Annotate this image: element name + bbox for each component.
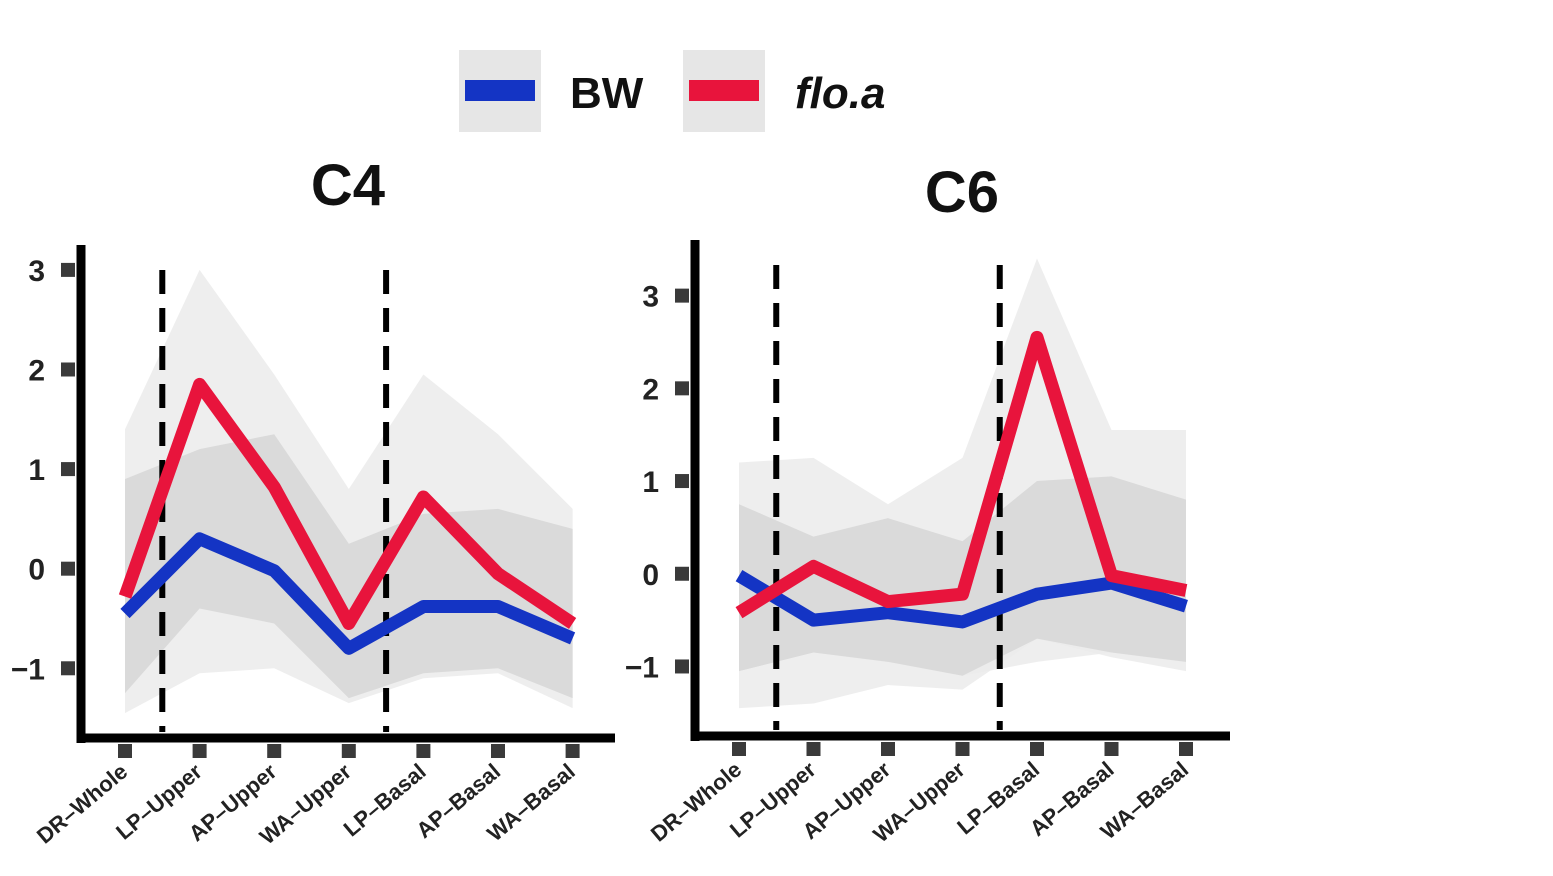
series-line-bw — [735, 570, 1188, 629]
data-point-bw-ap-basal — [497, 606, 499, 608]
series-line-flo-a — [118, 377, 577, 630]
y-tick-label: 0 — [28, 554, 45, 587]
legend-label-floa: flo.a — [795, 69, 885, 118]
y-tick-label: −1 — [625, 651, 659, 684]
panel-title-c4: C4 — [311, 153, 385, 218]
ribbon-band-overlap — [125, 434, 573, 699]
x-tick-lp-basal — [416, 744, 431, 758]
y-tick-4 — [61, 262, 75, 277]
data-point-flo-a-lp-basal — [1036, 336, 1038, 338]
x-tick-wa-basal — [1179, 742, 1193, 756]
y-tick-3 — [675, 381, 689, 396]
data-point-bw-wa-upper — [348, 647, 350, 649]
x-tick-wa-upper — [955, 742, 970, 756]
x-tick-ap-upper — [267, 744, 282, 758]
y-tick-0 — [675, 659, 689, 674]
data-point-flo-a-ap-basal — [1111, 575, 1113, 577]
data-point-flo-a-lp-upper — [813, 565, 815, 567]
data-point-bw-lp-upper — [813, 619, 815, 621]
data-point-flo-a-dr-whole — [124, 596, 126, 598]
y-tick-0 — [61, 661, 75, 676]
x-tick-ap-basal — [1104, 742, 1119, 756]
data-point-flo-a-wa-upper — [348, 622, 350, 624]
data-point-flo-a-lp-basal — [422, 496, 424, 498]
chart-panel-c6: −10123DR–WholeLP–UpperAP–UpperWA–UpperLP… — [625, 240, 1230, 847]
x-tick-dr-whole — [118, 744, 132, 758]
x-tick-dr-whole — [732, 742, 746, 756]
legend-key-line-bw — [465, 80, 535, 101]
y-tick-label: −1 — [11, 653, 45, 686]
data-point-bw-ap-upper — [887, 612, 889, 614]
data-point-flo-a-dr-whole — [738, 612, 740, 614]
y-tick-label: 3 — [28, 255, 45, 288]
y-tick-label: 2 — [642, 373, 659, 406]
data-point-bw-wa-basal — [572, 637, 574, 639]
x-tick-lp-basal — [1030, 742, 1044, 756]
x-tick-lp-upper — [192, 744, 207, 758]
x-tick-ap-basal — [491, 744, 505, 758]
series-line-bw — [120, 532, 576, 655]
x-tick-wa-basal — [565, 744, 580, 758]
panel-title-c6: C6 — [925, 160, 999, 225]
legend-key-line-floa — [689, 80, 759, 101]
y-tick-3 — [61, 362, 75, 377]
data-point-bw-dr-whole — [124, 613, 126, 615]
data-point-bw-wa-basal — [1185, 605, 1187, 607]
y-tick-label: 1 — [28, 454, 45, 487]
y-tick-2 — [675, 474, 689, 489]
x-tick-label: DR–Whole — [646, 757, 746, 847]
data-point-flo-a-wa-basal — [1185, 589, 1187, 591]
y-tick-label: 1 — [642, 466, 659, 499]
data-point-flo-a-ap-basal — [497, 573, 499, 575]
data-point-bw-lp-upper — [199, 538, 201, 540]
y-tick-label: 3 — [642, 281, 659, 314]
data-point-flo-a-ap-upper — [887, 601, 889, 603]
x-tick-label: DR–Whole — [32, 759, 132, 849]
data-point-bw-ap-upper — [273, 570, 275, 572]
y-tick-label: 2 — [28, 354, 45, 387]
series-line-flo-a — [735, 330, 1188, 619]
data-point-flo-a-wa-upper — [962, 593, 964, 595]
x-tick-wa-upper — [341, 744, 356, 758]
legend: BW flo.a — [459, 50, 885, 132]
y-tick-label: 0 — [642, 559, 659, 592]
data-point-flo-a-lp-upper — [199, 383, 201, 385]
data-point-flo-a-ap-upper — [273, 486, 275, 488]
y-tick-2 — [61, 462, 75, 477]
legend-label-bw: BW — [570, 69, 644, 118]
data-point-flo-a-wa-basal — [572, 622, 574, 624]
x-tick-lp-upper — [806, 742, 821, 756]
chart-panel-c4: −10123DR–WholeLP–UpperAP–UpperWA–UpperLP… — [11, 245, 615, 849]
x-tick-ap-upper — [881, 742, 895, 756]
data-point-bw-lp-basal — [422, 606, 424, 608]
data-point-bw-lp-basal — [1036, 593, 1038, 595]
y-tick-1 — [61, 561, 75, 576]
data-point-bw-wa-upper — [962, 621, 964, 623]
data-point-bw-dr-whole — [738, 575, 740, 577]
y-tick-4 — [675, 288, 689, 303]
y-tick-1 — [675, 566, 689, 581]
